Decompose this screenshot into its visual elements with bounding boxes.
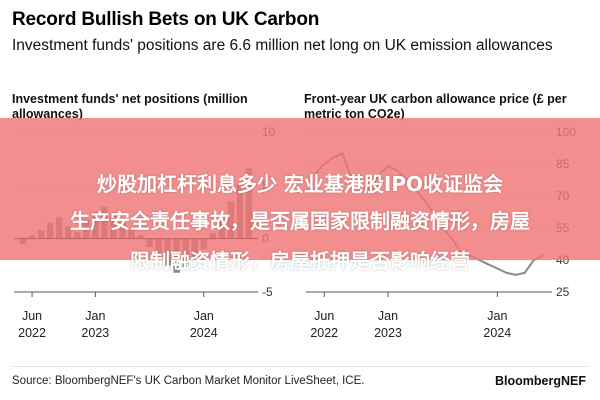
x-tick-label-year: 2023: [81, 326, 109, 340]
x-tick-label-month: Jan: [378, 309, 398, 323]
x-tick-label-year: 2022: [18, 326, 46, 340]
chart-subtitle: Investment funds' positions are 6.6 mill…: [12, 37, 553, 54]
price-point: [523, 272, 526, 274]
overlay-text-line-1: 炒股加杠杆利息多少 宏业基港股IPO收证监会: [96, 172, 504, 196]
x-tick-label-month: Jun: [314, 309, 334, 323]
x-tick-label-year: 2024: [483, 326, 511, 340]
brand-logo: BloombergNEF: [495, 374, 586, 388]
price-point: [514, 274, 517, 276]
x-tick-label-month: Jan: [194, 309, 214, 323]
price-point: [487, 263, 490, 266]
x-tick-label-year: 2024: [190, 326, 218, 340]
x-tick-label-month: Jan: [487, 309, 507, 323]
price-point: [505, 272, 508, 274]
left-panel-title: Investment funds' net positions (million…: [12, 92, 248, 121]
y-tick-label: 25: [556, 285, 570, 299]
overlay-text-line-3: 限制融资情形，房屋抵押是否影响经营: [130, 249, 470, 273]
price-point: [496, 267, 499, 270]
y-tick-label: -5: [262, 285, 273, 299]
x-tick-label-year: 2023: [374, 326, 402, 340]
chart-title: Record Bullish Bets on UK Carbon: [12, 9, 320, 30]
overlay-text-line-2: 生产安全责任事故，是否属国家限制融资情形，房屋: [70, 209, 530, 233]
x-tick-label-year: 2022: [310, 326, 338, 340]
overlay-banner: [0, 118, 600, 260]
footer-divider: [12, 366, 588, 367]
source-note: Source: BloombergNEF's UK Carbon Market …: [12, 375, 365, 387]
x-tick-label-month: Jan: [85, 309, 105, 323]
right-panel-title: Front-year UK carbon allowance price (£ …: [304, 92, 567, 121]
x-tick-label-month: Jun: [22, 309, 42, 323]
